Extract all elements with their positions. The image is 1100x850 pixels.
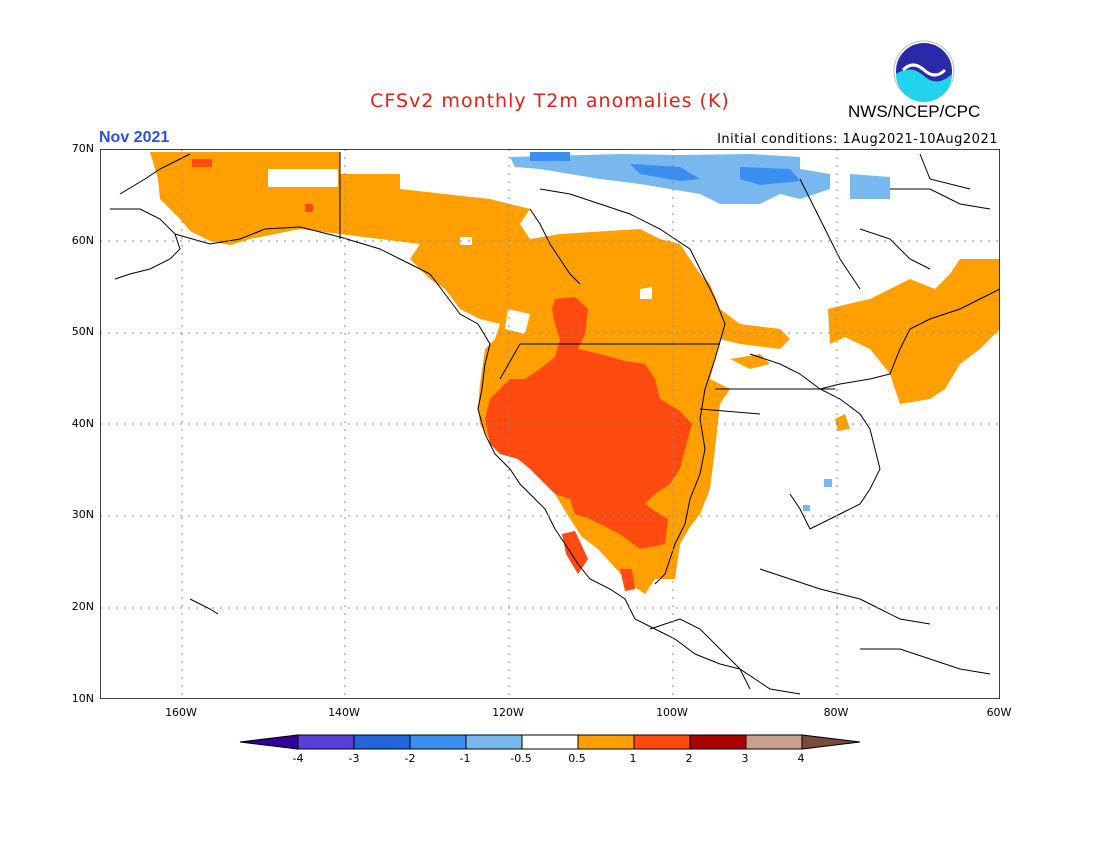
lat-label-20n: 20N [71,600,94,613]
lat-label-30n: 30N [71,508,94,521]
colorbar-label-m2: -2 [404,752,416,765]
colorbar-label-05: 0.5 [568,752,586,765]
map-title: CFSv2 monthly T2m anomalies (K) [370,90,730,112]
lon-label-140w: 140W [328,706,360,719]
lat-label-50n: 50N [71,325,94,338]
colorbar-segment [689,734,747,750]
lon-label-100w: 100W [656,706,688,719]
colorbar-segment [409,734,467,750]
lat-label-70n: 70N [71,142,94,155]
colorbar-segment [353,734,411,750]
colorbar-label-4: 4 [797,752,805,765]
colorbar-segment [577,734,635,750]
lon-label-80w: 80W [823,706,849,719]
colorbar-label-m05: -0.5 [510,752,532,765]
lat-label-10n: 10N [71,692,94,705]
lon-label-120w: 120W [492,706,524,719]
no-signal-cutouts [268,169,780,334]
lat-lon-grid [100,149,1000,699]
colorbar-high-extend [801,734,861,750]
cold-anomaly-region-strong [530,152,800,185]
colorbar-segment [633,734,691,750]
colorbar-label-2: 2 [685,752,693,765]
initial-conditions: Initial conditions: 1Aug2021-10Aug2021 [717,132,998,147]
colorbar-label-m4: -4 [292,752,304,765]
lon-label-160w: 160W [165,706,197,719]
warm-anomaly-region-strong [192,159,692,591]
colorbar-label-m1: -1 [459,752,471,765]
colorbar-label-3: 3 [741,752,749,765]
colorbar-low-extend [239,734,299,750]
lat-label-60n: 60N [71,234,94,247]
lat-label-40n: 40N [71,417,94,430]
colorbar-segment [745,734,803,750]
colorbar-label-m3: -3 [348,752,360,765]
agency-label: NWS/NCEP/CPC [848,102,981,121]
colorbar-label-1: 1 [629,752,637,765]
colorbar-segment [521,734,579,750]
colorbar-segment [465,734,523,750]
coastlines [110,152,1000,695]
lon-label-60w: 60W [986,706,1012,719]
anomaly-map [100,149,1000,699]
color-bar [239,734,861,750]
colorbar-segment [297,734,355,750]
noaa-logo-icon [893,40,955,102]
forecast-month: Nov 2021 [99,129,170,146]
